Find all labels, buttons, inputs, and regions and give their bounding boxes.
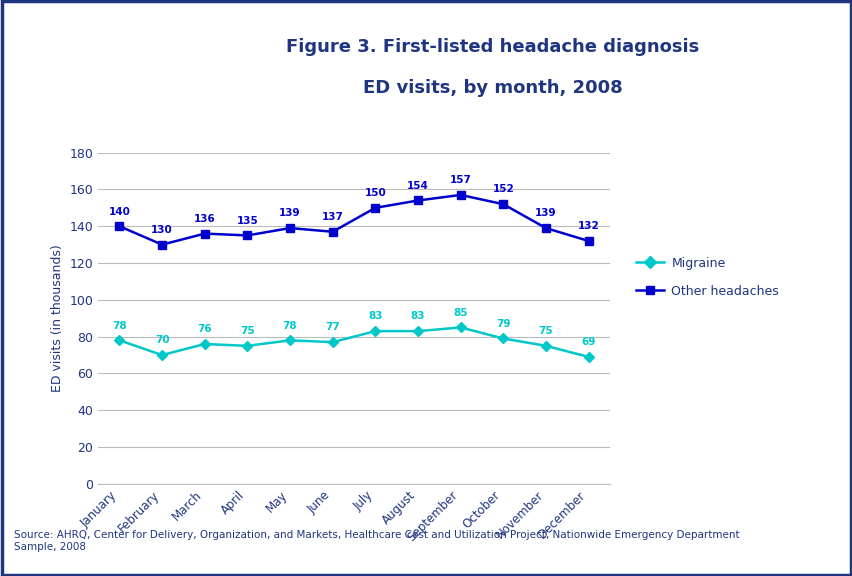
Migraine xyxy=(285,337,295,344)
Other headaches xyxy=(498,200,508,207)
Other headaches xyxy=(455,191,465,198)
Text: ED visits, by month, 2008: ED visits, by month, 2008 xyxy=(362,78,622,97)
Other headaches xyxy=(114,223,124,230)
Other headaches xyxy=(199,230,210,237)
Migraine xyxy=(412,328,423,335)
Legend: Migraine, Other headaches: Migraine, Other headaches xyxy=(630,252,783,302)
Text: 78: 78 xyxy=(282,321,297,331)
Other headaches xyxy=(540,225,550,232)
Other headaches xyxy=(370,204,380,211)
Text: Source: AHRQ, Center for Delivery, Organization, and Markets, Healthcare Cost an: Source: AHRQ, Center for Delivery, Organ… xyxy=(14,530,740,552)
Text: 139: 139 xyxy=(534,209,556,218)
Migraine xyxy=(498,335,508,342)
Text: 78: 78 xyxy=(112,321,127,331)
Other headaches xyxy=(157,241,167,248)
Migraine xyxy=(327,339,337,346)
Line: Other headaches: Other headaches xyxy=(116,191,591,248)
Migraine xyxy=(455,324,465,331)
Text: AHRQ: AHRQ xyxy=(52,44,101,59)
Migraine xyxy=(583,354,593,361)
Text: 132: 132 xyxy=(577,221,599,231)
Text: 77: 77 xyxy=(325,323,340,332)
Text: 136: 136 xyxy=(193,214,216,224)
Other headaches xyxy=(412,197,423,204)
Migraine xyxy=(199,340,210,347)
Text: 85: 85 xyxy=(453,308,467,318)
Other headaches xyxy=(583,237,593,244)
Text: 154: 154 xyxy=(406,181,429,191)
Text: 137: 137 xyxy=(321,212,343,222)
Y-axis label: ED visits (in thousands): ED visits (in thousands) xyxy=(51,244,64,392)
Text: 139: 139 xyxy=(279,209,301,218)
Text: 75: 75 xyxy=(538,326,553,336)
Other headaches xyxy=(285,225,295,232)
Migraine xyxy=(114,337,124,344)
Text: Advancing
Excellence in
Health Care: Advancing Excellence in Health Care xyxy=(52,67,102,97)
Text: 83: 83 xyxy=(368,312,382,321)
Text: 79: 79 xyxy=(496,319,509,329)
Text: 75: 75 xyxy=(239,326,255,336)
Text: 83: 83 xyxy=(411,312,424,321)
Text: 130: 130 xyxy=(151,225,173,235)
Text: 140: 140 xyxy=(108,207,130,217)
Text: Figure 3. First-listed headache diagnosis: Figure 3. First-listed headache diagnosi… xyxy=(285,37,699,56)
Migraine xyxy=(157,351,167,358)
Text: 152: 152 xyxy=(492,184,514,195)
Text: 135: 135 xyxy=(236,216,258,226)
Text: 150: 150 xyxy=(364,188,386,198)
Other headaches xyxy=(327,228,337,235)
Text: 76: 76 xyxy=(197,324,212,334)
Text: 157: 157 xyxy=(449,175,471,185)
Text: 70: 70 xyxy=(154,335,170,346)
Line: Migraine: Migraine xyxy=(116,324,591,361)
Migraine xyxy=(242,342,252,349)
Migraine xyxy=(540,342,550,349)
Text: 69: 69 xyxy=(581,337,595,347)
Other headaches xyxy=(242,232,252,239)
Migraine xyxy=(370,328,380,335)
